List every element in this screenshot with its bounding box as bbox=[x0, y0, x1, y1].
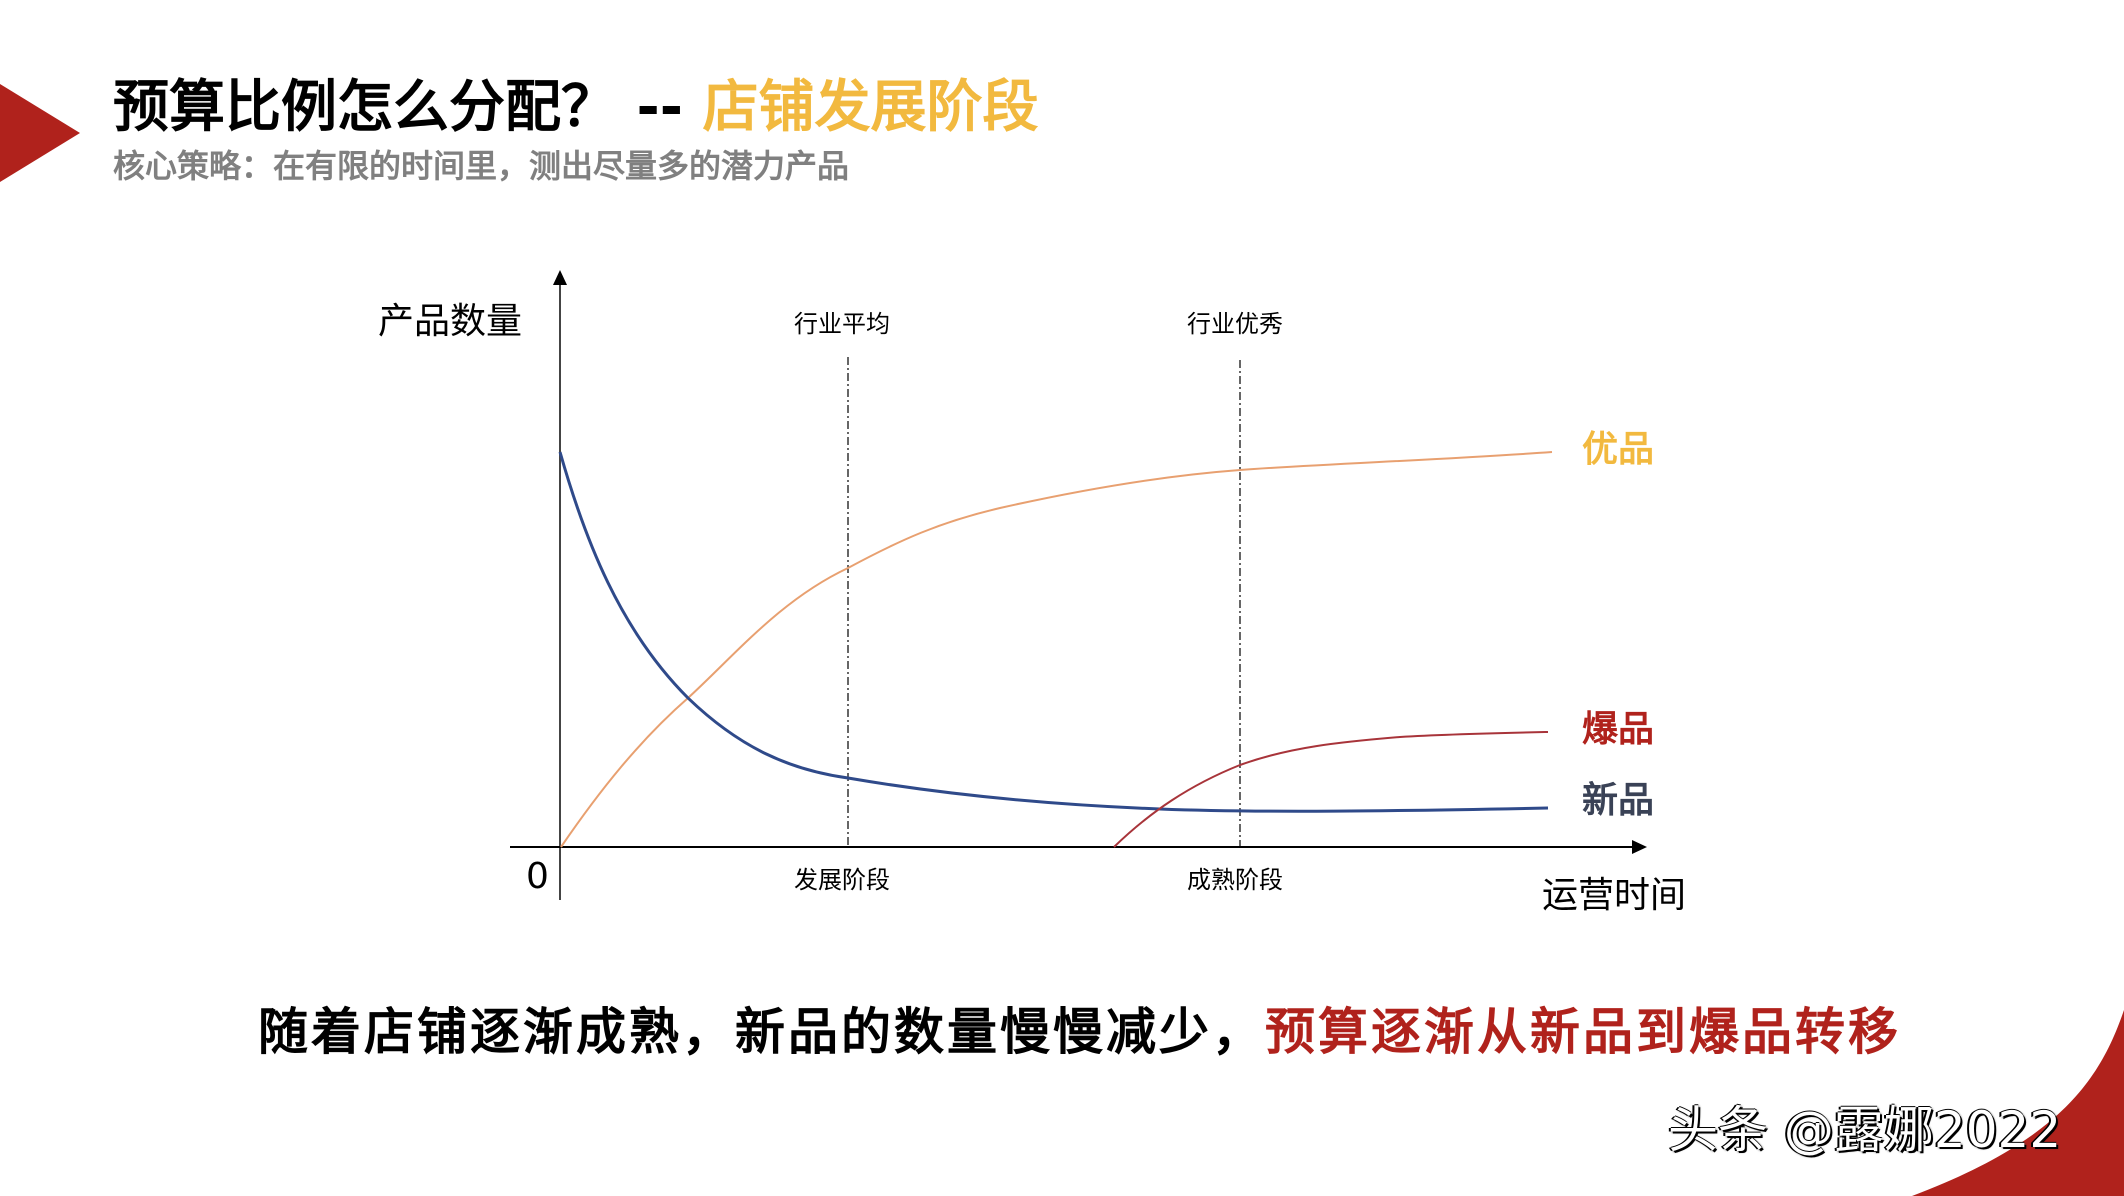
series-label-quality: 优品 bbox=[1582, 429, 1655, 470]
title-accent: 店铺发展阶段 bbox=[702, 75, 1039, 140]
watermark: 头条 @露娜2022 bbox=[1668, 1101, 2062, 1159]
stage-label-mature: 成熟阶段 bbox=[1187, 866, 1283, 894]
marker-label-industry-excellent: 行业优秀 bbox=[1187, 310, 1283, 338]
page-subtitle: 核心策略：在有限的时间里，测出尽量多的潜力产品 bbox=[113, 147, 850, 185]
conclusion-main: 随着店铺逐渐成熟，新品的数量慢慢减少， bbox=[258, 1003, 1265, 1061]
series-label-new: 新品 bbox=[1582, 780, 1655, 821]
conclusion-highlight: 预算逐渐从新品到爆品转移 bbox=[1265, 1003, 1901, 1061]
x-axis-label: 运营时间 bbox=[1542, 875, 1687, 916]
y-axis-arrow-icon bbox=[553, 270, 567, 285]
red-triangle-decoration bbox=[0, 84, 80, 182]
series-line-hot bbox=[1113, 731, 1549, 848]
red-corner-decoration bbox=[1912, 1010, 2124, 1196]
series-label-hot: 爆品 bbox=[1582, 709, 1655, 750]
conclusion-text: 随着店铺逐渐成熟，新品的数量慢慢减少，预算逐渐从新品到爆品转移 bbox=[258, 996, 1901, 1068]
series-line-new bbox=[558, 451, 1549, 813]
stage-label-development: 发展阶段 bbox=[794, 866, 890, 894]
origin-label: 0 bbox=[526, 856, 549, 897]
page-title: 预算比例怎么分配？ -- 店铺发展阶段 bbox=[113, 70, 1038, 146]
title-main: 预算比例怎么分配？ -- bbox=[113, 75, 703, 140]
y-axis-label: 产品数量 bbox=[378, 301, 523, 342]
series-line-quality bbox=[560, 451, 1553, 848]
marker-label-industry-average: 行业平均 bbox=[794, 310, 890, 338]
x-axis-arrow-icon bbox=[1632, 840, 1647, 854]
